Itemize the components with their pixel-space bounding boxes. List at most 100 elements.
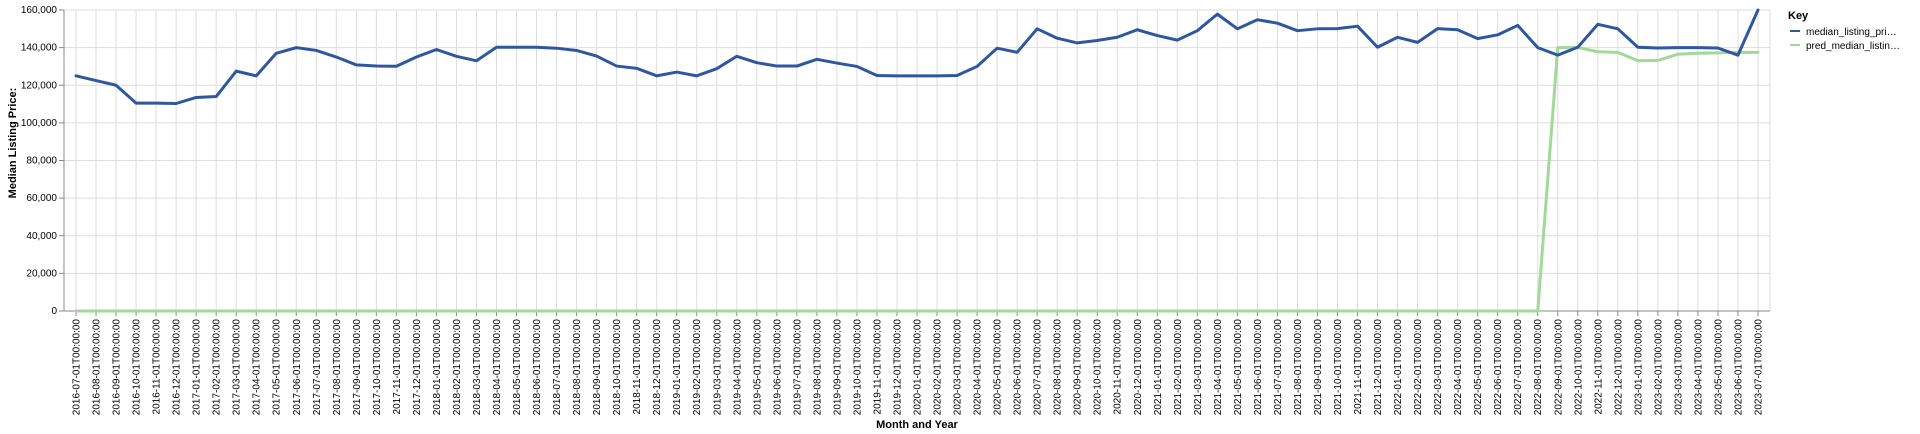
x-tick-label: 2017-07-01T00:00:00 <box>312 319 323 416</box>
x-tick-label: 2017-02-01T00:00:00 <box>212 319 223 416</box>
x-tick-label: 2017-03-01T00:00:00 <box>232 319 243 416</box>
x-tick-label: 2016-10-01T00:00:00 <box>132 319 143 416</box>
x-tick-label: 2022-02-01T00:00:00 <box>1413 319 1424 416</box>
x-tick-label: 2021-11-01T00:00:00 <box>1353 319 1364 415</box>
x-tick-label: 2023-06-01T00:00:00 <box>1733 319 1744 416</box>
series-line-pred-median-listing-price <box>74 45 1760 313</box>
x-tick-label: 2019-02-01T00:00:00 <box>692 319 703 416</box>
x-tick-label: 2017-11-01T00:00:00 <box>392 319 403 415</box>
x-tick-label: 2021-12-01T00:00:00 <box>1373 319 1384 416</box>
x-tick-label: 2022-01-01T00:00:00 <box>1393 319 1404 416</box>
x-tick-label: 2017-09-01T00:00:00 <box>352 319 363 416</box>
x-tick-label: 2016-11-01T00:00:00 <box>152 319 163 415</box>
x-tick-label: 2019-11-01T00:00:00 <box>872 319 883 415</box>
x-tick-label: 2023-01-01T00:00:00 <box>1633 319 1644 416</box>
x-tick-label: 2020-04-01T00:00:00 <box>973 319 984 416</box>
x-tick-label: 2017-01-01T00:00:00 <box>192 319 203 416</box>
x-tick-label: 2019-09-01T00:00:00 <box>832 319 843 416</box>
y-tick-label: 140,000 <box>21 43 58 54</box>
x-tick-label: 2022-10-01T00:00:00 <box>1573 319 1584 416</box>
legend: Key median_listing_pri… pred_median_list… <box>1788 10 1900 52</box>
y-tick-label: 60,000 <box>26 193 57 204</box>
x-tick-label: 2021-02-01T00:00:00 <box>1173 319 1184 416</box>
x-tick-label: 2020-08-01T00:00:00 <box>1053 319 1064 416</box>
x-tick-label: 2021-09-01T00:00:00 <box>1313 319 1324 416</box>
x-tick-label: 2019-12-01T00:00:00 <box>892 319 903 416</box>
x-tick-label: 2021-01-01T00:00:00 <box>1153 319 1164 416</box>
x-tick-label: 2018-11-01T00:00:00 <box>632 319 643 415</box>
x-tick-label: 2016-08-01T00:00:00 <box>92 319 103 416</box>
x-axis-title: Month and Year <box>876 419 958 431</box>
x-tick-label: 2017-08-01T00:00:00 <box>332 319 343 416</box>
x-tick-label: 2016-07-01T00:00:00 <box>72 319 83 416</box>
x-tick-label: 2018-09-01T00:00:00 <box>592 319 603 416</box>
x-tick-label: 2023-02-01T00:00:00 <box>1653 319 1664 416</box>
x-tick-label: 2021-07-01T00:00:00 <box>1273 319 1284 416</box>
x-tick-label: 2016-09-01T00:00:00 <box>112 319 123 416</box>
x-tick-label: 2022-12-01T00:00:00 <box>1613 319 1624 416</box>
x-tick-label: 2022-08-01T00:00:00 <box>1533 319 1544 416</box>
x-tick-label: 2018-12-01T00:00:00 <box>652 319 663 416</box>
x-tick-label: 2018-08-01T00:00:00 <box>572 319 583 416</box>
gridlines <box>63 9 1771 312</box>
x-tick-label: 2023-05-01T00:00:00 <box>1713 319 1724 416</box>
x-tick-label: 2022-07-01T00:00:00 <box>1513 319 1524 416</box>
legend-title: Key <box>1788 10 1809 22</box>
y-axis: 0 20,000 40,000 60,000 80,000 100,000 120,000 1… <box>21 5 65 317</box>
x-tick-label: 2021-04-01T00:00:00 <box>1213 319 1224 416</box>
series-lines <box>74 8 1760 313</box>
x-tick-label: 2018-10-01T00:00:00 <box>612 319 623 416</box>
x-tick-label: 2018-02-01T00:00:00 <box>452 319 463 416</box>
x-tick-label: 2021-05-01T00:00:00 <box>1233 319 1244 416</box>
x-tick-label: 2017-04-01T00:00:00 <box>252 319 263 416</box>
x-tick-label: 2020-12-01T00:00:00 <box>1133 319 1144 416</box>
y-tick-label: 120,000 <box>21 80 58 91</box>
x-tick-label: 2016-12-01T00:00:00 <box>172 319 183 416</box>
x-tick-label: 2019-05-01T00:00:00 <box>752 319 763 416</box>
x-tick-label: 2022-05-01T00:00:00 <box>1473 319 1484 416</box>
x-tick-label: 2018-01-01T00:00:00 <box>432 319 443 416</box>
x-tick-label: 2019-04-01T00:00:00 <box>732 319 743 416</box>
x-tick-label: 2018-07-01T00:00:00 <box>552 319 563 416</box>
y-tick-label: 40,000 <box>26 231 57 242</box>
x-tick-label: 2020-01-01T00:00:00 <box>913 319 924 416</box>
y-tick-label: 160,000 <box>21 5 58 16</box>
x-tick-label: 2021-06-01T00:00:00 <box>1253 319 1264 416</box>
x-tick-label: 2020-06-01T00:00:00 <box>1013 319 1024 416</box>
x-tick-label: 2023-07-01T00:00:00 <box>1754 319 1765 416</box>
x-tick-label: 2018-04-01T00:00:00 <box>492 319 503 416</box>
y-axis-title: Median Listing Price: <box>7 88 19 199</box>
x-tick-label: 2020-05-01T00:00:00 <box>993 319 1004 416</box>
x-tick-label: 2019-01-01T00:00:00 <box>672 319 683 416</box>
x-tick-label: 2017-12-01T00:00:00 <box>412 319 423 416</box>
legend-label-median: median_listing_pri… <box>1806 27 1897 38</box>
x-tick-label: 2022-09-01T00:00:00 <box>1553 319 1564 416</box>
x-tick-label: 2021-10-01T00:00:00 <box>1333 319 1344 416</box>
x-tick-label: 2019-07-01T00:00:00 <box>792 319 803 416</box>
x-tick-label: 2022-04-01T00:00:00 <box>1453 319 1464 416</box>
x-tick-label: 2018-06-01T00:00:00 <box>532 319 543 416</box>
x-tick-label: 2018-03-01T00:00:00 <box>472 319 483 416</box>
x-tick-label: 2022-11-01T00:00:00 <box>1593 319 1604 415</box>
y-tick-label: 80,000 <box>26 156 57 167</box>
x-tick-label: 2023-03-01T00:00:00 <box>1673 319 1684 416</box>
series-line-median-listing-price <box>74 8 1760 105</box>
x-tick-label: 2017-06-01T00:00:00 <box>292 319 303 416</box>
x-tick-label: 2021-08-01T00:00:00 <box>1293 319 1304 416</box>
x-tick-label: 2020-11-01T00:00:00 <box>1113 319 1124 415</box>
x-tick-label: 2020-09-01T00:00:00 <box>1073 319 1084 416</box>
y-tick-label: 20,000 <box>26 268 57 279</box>
x-tick-label: 2017-05-01T00:00:00 <box>272 319 283 416</box>
x-tick-label: 2020-03-01T00:00:00 <box>953 319 964 416</box>
x-tick-label: 2023-04-01T00:00:00 <box>1693 319 1704 416</box>
y-tick-label: 0 <box>51 306 57 317</box>
x-tick-label: 2019-08-01T00:00:00 <box>812 319 823 416</box>
x-tick-label: 2022-03-01T00:00:00 <box>1433 319 1444 416</box>
x-tick-label: 2017-10-01T00:00:00 <box>372 319 383 416</box>
x-tick-label: 2018-05-01T00:00:00 <box>512 319 523 416</box>
x-axis: 2016-07-01T00:00:00 2016-08-01T00:00:00 20… <box>64 310 1770 416</box>
x-tick-label: 2020-07-01T00:00:00 <box>1033 319 1044 416</box>
x-tick-label: 2021-03-01T00:00:00 <box>1193 319 1204 416</box>
x-tick-label: 2022-06-01T00:00:00 <box>1493 319 1504 416</box>
